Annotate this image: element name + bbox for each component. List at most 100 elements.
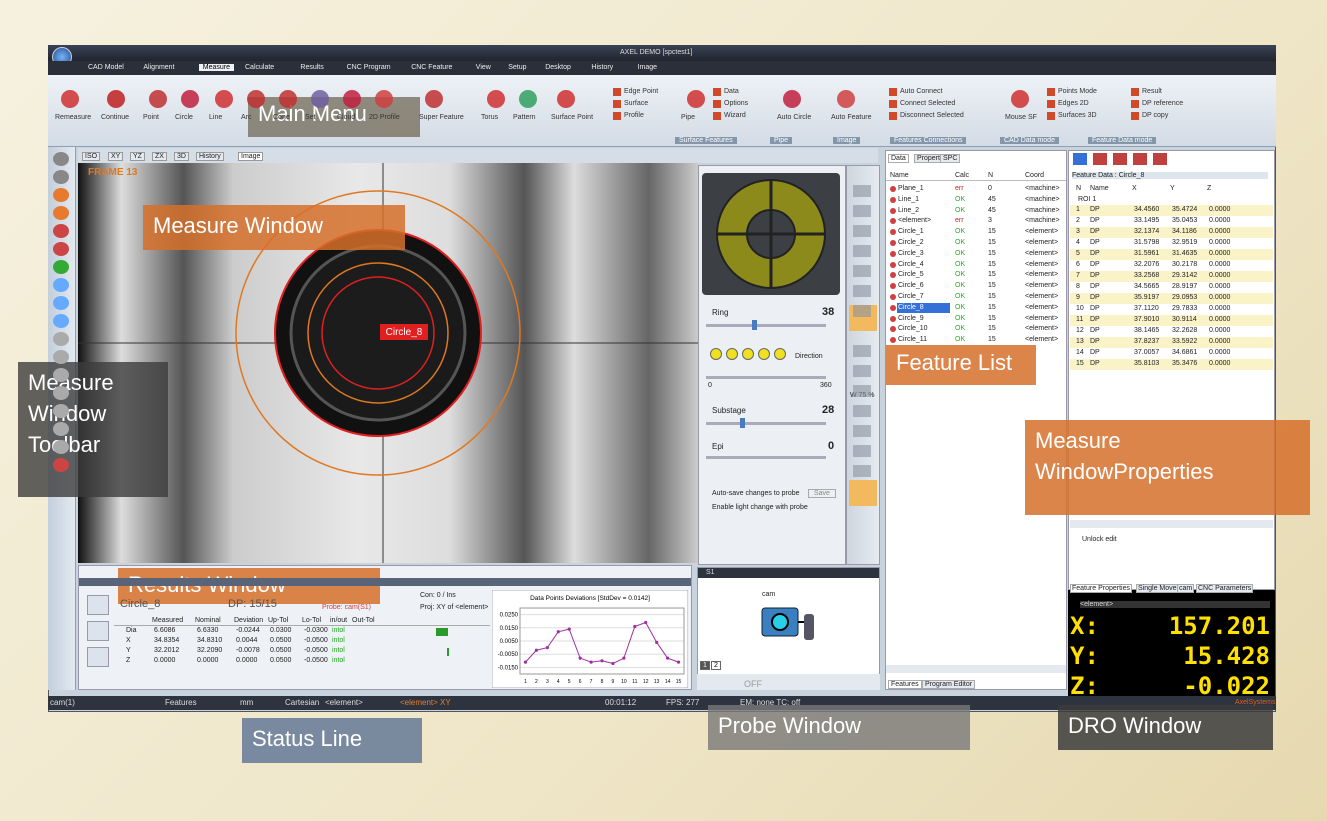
ribbon-button[interactable]: Torus	[481, 114, 499, 121]
feature-cell[interactable]: 0	[988, 185, 992, 192]
feature-cell[interactable]: Circle_7	[898, 293, 924, 300]
ribbon-button[interactable]: Profile	[624, 112, 644, 119]
ribbon-button[interactable]: Circle	[175, 114, 193, 121]
menu-tab[interactable]: Alignment	[143, 64, 175, 71]
ribbon-button[interactable]: Continue	[101, 114, 130, 121]
feature-cell[interactable]: err	[955, 185, 964, 192]
ribbon-button[interactable]: Options	[724, 100, 749, 107]
ribbon-button[interactable]: Points Mode	[1058, 88, 1097, 95]
feature-cell[interactable]: <element>	[1025, 336, 1059, 344]
feature-cell[interactable]: Circle_4	[898, 260, 924, 268]
ribbon-button[interactable]: Edge Point	[624, 88, 659, 95]
ribbon-button[interactable]: Pipe	[681, 114, 696, 121]
feature-cell[interactable]: Line_1	[898, 195, 920, 203]
feature-cell[interactable]: <element>	[1025, 271, 1059, 279]
view-tab[interactable]: ZX	[152, 152, 167, 161]
ribbon-button[interactable]: Edges 2D	[1058, 100, 1089, 107]
save-button[interactable]: Save	[808, 489, 836, 498]
feature-cell[interactable]: 15	[988, 228, 996, 236]
feature-cell[interactable]: OK	[955, 249, 966, 257]
feature-cell[interactable]: <element>	[1025, 293, 1059, 300]
checkbox-label[interactable]: Auto-save changes to probe	[712, 490, 800, 497]
feature-cell[interactable]: 45	[988, 195, 996, 203]
menu-tab[interactable]: History	[591, 64, 614, 71]
feature-cell[interactable]: OK	[955, 314, 966, 322]
feature-cell[interactable]: <element>	[1025, 249, 1059, 257]
feature-cell[interactable]: <machine>	[1025, 217, 1060, 225]
feature-cell[interactable]: <element>	[1025, 260, 1059, 268]
ribbon-button[interactable]: Result	[1142, 88, 1162, 95]
page-button[interactable]: 2	[711, 661, 721, 670]
feature-cell[interactable]: OK	[955, 228, 966, 236]
feature-cell[interactable]: OK	[955, 239, 966, 246]
tab[interactable]: Feature Properties	[1070, 584, 1132, 593]
feature-cell[interactable]: 15	[988, 325, 996, 333]
feature-cell[interactable]: OK	[955, 303, 966, 311]
ribbon-button[interactable]: Pattern	[513, 114, 536, 121]
feature-cell[interactable]: Circle_5	[898, 271, 924, 279]
menu-tab[interactable]: CNC Feature	[411, 64, 453, 71]
feature-cell[interactable]: 15	[988, 282, 996, 290]
feature-cell[interactable]: <machine>	[1025, 185, 1060, 192]
feature-cell[interactable]: <element>	[1025, 282, 1059, 290]
menu-tab[interactable]: Measure	[198, 64, 235, 71]
feature-cell[interactable]: Circle_9	[898, 314, 924, 322]
menu-tab[interactable]: CAD Model	[88, 64, 124, 71]
tab[interactable]: SPC	[940, 154, 961, 163]
ribbon-button[interactable]: Auto Circle	[777, 114, 812, 121]
feature-cell[interactable]: 15	[988, 293, 996, 300]
feature-cell[interactable]: 15	[988, 336, 996, 344]
feature-cell[interactable]: <element>	[1025, 314, 1059, 322]
feature-cell[interactable]: 45	[988, 206, 996, 214]
feature-cell[interactable]: OK	[955, 206, 966, 214]
feature-cell[interactable]: OK	[955, 293, 966, 300]
ribbon-button[interactable]: Surface Point	[551, 114, 594, 121]
ribbon-button[interactable]: Point	[143, 114, 159, 121]
feature-cell[interactable]: 15	[988, 303, 996, 311]
feature-cell[interactable]: OK	[955, 282, 966, 290]
ribbon-button[interactable]: Disconnect Selected	[900, 112, 964, 119]
feature-cell[interactable]: 3	[988, 217, 992, 225]
feature-cell[interactable]: <element>	[1025, 228, 1059, 236]
menu-tab[interactable]: Calculate	[245, 64, 275, 71]
feature-cell[interactable]: <machine>	[1025, 195, 1060, 203]
ribbon-button[interactable]: Wizard	[724, 112, 746, 119]
feature-cell[interactable]: err	[955, 217, 964, 225]
feature-cell[interactable]: Circle_2	[898, 239, 924, 246]
tab[interactable]: CNC Parameters	[1196, 584, 1254, 593]
feature-cell[interactable]: OK	[955, 260, 966, 268]
tab[interactable]: Features	[888, 680, 922, 689]
feature-cell[interactable]: <machine>	[1025, 206, 1060, 214]
ribbon-button[interactable]: Remeasure	[55, 114, 92, 121]
feature-cell[interactable]: <element>	[898, 217, 932, 225]
feature-cell[interactable]: OK	[955, 325, 966, 333]
feature-cell[interactable]: Circle_11	[898, 336, 928, 344]
menu-tab[interactable]: CNC Program	[346, 64, 391, 71]
feature-cell[interactable]: 15	[988, 260, 996, 268]
feature-cell[interactable]: 15	[988, 239, 996, 246]
feature-cell[interactable]: OK	[955, 271, 966, 279]
ribbon-button[interactable]: Data	[724, 88, 739, 95]
ribbon-button[interactable]: Super Feature	[419, 114, 464, 121]
ribbon-button[interactable]: DP reference	[1142, 100, 1184, 107]
tab[interactable]: cam	[1177, 584, 1195, 593]
view-tab[interactable]: YZ	[130, 152, 145, 161]
view-tab[interactable]: 3D	[174, 152, 189, 161]
ribbon-button[interactable]: Mouse SF	[1005, 114, 1037, 121]
menu-tab[interactable]: Setup	[508, 64, 527, 71]
feature-cell[interactable]: <element>	[1025, 325, 1059, 333]
view-tab[interactable]: Image	[238, 152, 264, 161]
feature-cell[interactable]: Circle_10	[898, 325, 928, 333]
view-tab[interactable]: XY	[108, 152, 124, 161]
feature-cell[interactable]: 15	[988, 314, 996, 322]
ribbon-button[interactable]: Connect Selected	[900, 100, 956, 107]
ribbon-button[interactable]: Cloud	[337, 114, 356, 121]
feature-cell[interactable]: Plane_1	[898, 185, 924, 192]
feature-cell[interactable]: Circle_3	[898, 249, 924, 257]
tab[interactable]: Data	[888, 154, 909, 163]
ribbon-button[interactable]: Auto Connect	[900, 88, 943, 95]
feature-cell[interactable]: Circle_6	[898, 282, 924, 290]
feature-cell[interactable]: <element>	[1025, 239, 1059, 246]
ribbon-button[interactable]: 2D Profile	[369, 114, 400, 121]
menu-tab[interactable]: Results	[300, 64, 324, 71]
